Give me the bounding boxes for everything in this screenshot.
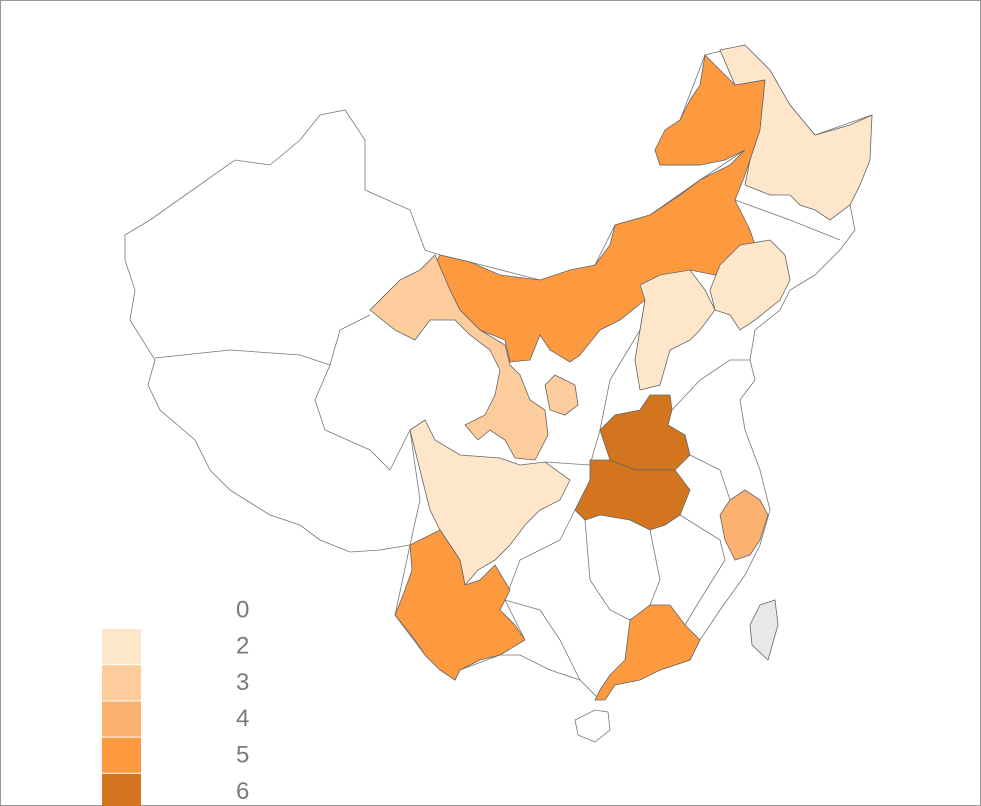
region: [594, 604, 701, 701]
legend-label: 2: [236, 633, 249, 660]
legend-swatch: [102, 701, 141, 737]
legend-label: 3: [236, 669, 249, 696]
legend-swatch: [102, 629, 141, 665]
region: [544, 374, 579, 416]
legend-label: 0: [236, 596, 249, 623]
island-outline: [574, 709, 611, 743]
region: [719, 489, 769, 561]
legend-label: 6: [236, 778, 249, 805]
legend-swatch: [102, 665, 141, 701]
legend: 0 2 3 4 5 6: [102, 596, 249, 806]
region: [749, 599, 779, 661]
legend-swatch: [102, 737, 141, 773]
legend-label: 5: [236, 742, 249, 769]
region: [709, 239, 791, 331]
region: [719, 44, 873, 221]
region: [369, 254, 549, 461]
region: [574, 459, 691, 531]
legend-swatch: [102, 773, 141, 806]
region: [634, 269, 716, 391]
regions: [369, 44, 873, 743]
region: [394, 529, 526, 681]
legend-label: 4: [236, 705, 249, 732]
